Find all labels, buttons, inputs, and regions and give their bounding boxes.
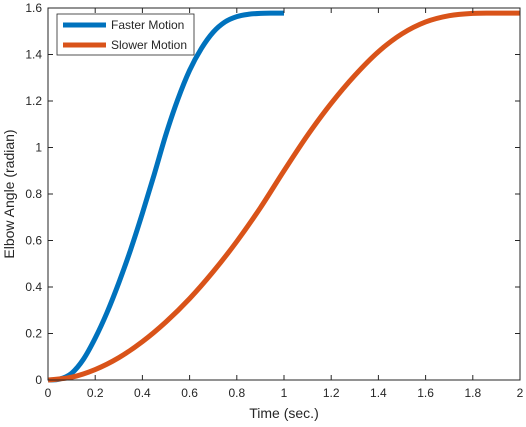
x-axis-label: Time (sec.) <box>249 405 318 421</box>
y-tick-label: 1.4 <box>25 48 42 62</box>
y-tick-label: 0.6 <box>25 234 42 248</box>
y-axis-label: Elbow Angle (radian) <box>1 129 17 258</box>
x-tick-label: 0.4 <box>134 386 151 400</box>
y-tick-label: 0.2 <box>25 327 42 341</box>
x-tick-label: 1 <box>281 386 288 400</box>
x-tick-label: 1.2 <box>323 386 340 400</box>
legend-label-slower: Slower Motion <box>111 38 187 52</box>
legend-box <box>56 13 195 56</box>
y-tick-label: 1 <box>35 141 42 155</box>
plot-background <box>48 8 520 380</box>
y-tick-label: 0.4 <box>25 280 42 294</box>
series-line-1 <box>47 10 521 383</box>
x-tick-label: 0 <box>45 386 52 400</box>
series-line-0 <box>47 10 285 383</box>
legend: Faster Motion Slower Motion <box>56 13 195 56</box>
x-tick-label: 1.4 <box>370 386 387 400</box>
x-tick-label: 1.6 <box>417 386 434 400</box>
x-tick-label: 0.6 <box>181 386 198 400</box>
y-tick-label: 0.8 <box>25 187 42 201</box>
ticks-layer: 0 0.2 0.4 0.6 0.8 1 1.2 1.4 1.6 1.8 2 0 0.2 0.4 0.6 0.8… <box>25 1 523 400</box>
series-layer <box>47 10 521 383</box>
x-tick-label: 1.8 <box>464 386 481 400</box>
x-tick-label: 2 <box>517 386 524 400</box>
legend-label-faster: Faster Motion <box>111 18 184 32</box>
x-tick-label: 0.8 <box>228 386 245 400</box>
y-tick-label: 0 <box>35 373 42 387</box>
y-tick-label: 1.6 <box>25 1 42 15</box>
x-tick-label: 0.2 <box>87 386 104 400</box>
y-tick-label: 1.2 <box>25 94 42 108</box>
